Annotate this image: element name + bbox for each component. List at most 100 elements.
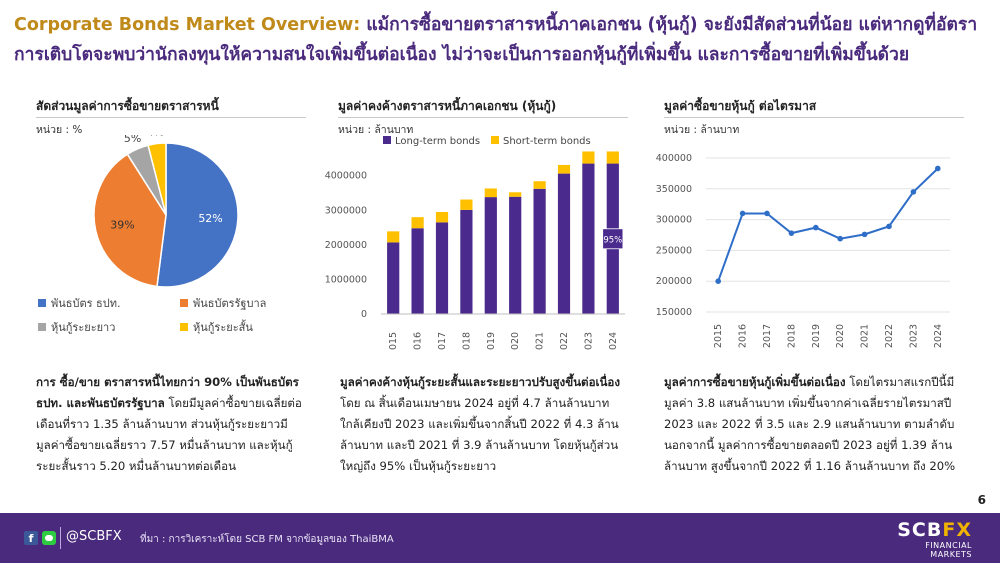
paragraph-trading-share: การ ซื้อ/ขาย ตราสารหนี้ไทยกว่า 90% เป็นพ…: [36, 372, 316, 477]
line-point-2018: [788, 230, 795, 236]
bar-heading-rule: [338, 117, 628, 118]
line-heading-rule: [664, 117, 964, 118]
line-point-2020: [837, 235, 843, 242]
line-x-label-2018: 2018: [786, 324, 797, 348]
logo-fx: FX: [942, 519, 972, 541]
line-x-label-2024: 2024: [933, 324, 944, 348]
line-x-label-2020: 2020: [835, 324, 846, 348]
bar-y-tick-2: 2000000: [325, 240, 367, 251]
bar-short-2024: [606, 151, 619, 164]
pie-slice-label-4: 4%: [147, 135, 164, 139]
line-series: [717, 167, 939, 282]
bar-y-tick-0: 0: [361, 309, 367, 320]
bar-short-2015: [387, 231, 400, 243]
bar-long-2016: [411, 228, 424, 314]
line-y-tick-4: 350000: [656, 184, 692, 195]
bar-x-label-2022: 2022: [559, 332, 570, 350]
pie-legend-swatch-3: [38, 323, 46, 331]
logo-scb: SCB: [897, 519, 943, 541]
line-point-2015: [715, 278, 721, 284]
bar-legend-swatch-2: [491, 136, 499, 144]
bar-long-2022: [557, 173, 571, 314]
logo-sub-1: FINANCIAL: [925, 541, 972, 550]
facebook-icon[interactable]: f: [24, 531, 38, 545]
pie-slice-4: [147, 142, 167, 216]
line-x-label-2021: 2021: [860, 324, 871, 348]
pie-legend-label-1: พันธบัตร ธปท.: [51, 297, 120, 310]
line-y-tick-2: 250000: [656, 245, 692, 256]
paragraph-trading-share-lead: การ ซื้อ/ขาย ตราสารหนี้ไทยกว่า 90% เป็นพ…: [36, 375, 299, 410]
bar-x-label-2024: 2024: [608, 332, 619, 350]
bar-long-2017: [435, 222, 449, 314]
paragraph-outstanding-body: โดย ณ สิ้นเดือนเมษายน 2024 อยู่ที่ 4.7 ล…: [340, 396, 619, 473]
pie-slice-label-3: 5%: [124, 135, 141, 145]
bar-annotation-box: [602, 228, 624, 250]
line-y-tick-1: 200000: [656, 276, 692, 287]
pie-legend-label-2: พันธบัตรรัฐบาล: [193, 297, 266, 310]
paragraph-trading-value-lead: มูลค่าการซื้อขายหุ้นกู้เพิ่มขึ้นต่อเนื่อ…: [664, 375, 846, 389]
pie-legend-swatch-2: [180, 299, 188, 307]
line-point-2024: [935, 165, 941, 172]
bar-long-2020: [509, 196, 522, 314]
bar-y-tick-1: 1000000: [325, 274, 367, 285]
bar-short-2023: [582, 151, 595, 164]
paragraph-trading-value: มูลค่าการซื้อขายหุ้นกู้เพิ่มขึ้นต่อเนื่อ…: [664, 372, 960, 477]
title-thai: แม้การซื้อขายตราสารหนี้ภาคเอกชน (หุ้นกู้…: [14, 15, 978, 65]
bar-short-2017: [435, 211, 449, 223]
line-app-icon[interactable]: [42, 531, 56, 545]
bar-long-2019: [484, 197, 497, 314]
line-unit: หน่วย : ล้านบาท: [664, 124, 740, 136]
paragraph-trading-value-body: โดยไตรมาสแรกปีนี้มีมูลค่า 3.8 แสนล้านบาท…: [664, 375, 956, 473]
line-x-label-2016: 2016: [738, 324, 749, 348]
bar-heading: มูลค่าคงค้างตราสารหนี้ภาคเอกชน (หุ้นกู้): [338, 99, 557, 113]
line-y-tick-5: 400000: [656, 153, 692, 164]
page-title: Corporate Bonds Market Overview: แม้การซ…: [14, 10, 989, 70]
pie-legend-label-4: หุ้นกู้ระยะสั้น: [193, 319, 253, 334]
pie-legend-swatch-4: [180, 323, 188, 331]
footer-bar: f @SCBFX ที่มา : การวิเคราะห์โดย SCB FM …: [0, 513, 1000, 563]
bar-legend-label-1: Long-term bonds: [395, 136, 480, 147]
line-point-2019: [813, 224, 819, 231]
pie-legend-label-3: หุ้นกู้ระยะยาว: [51, 321, 115, 334]
line-heading: มูลค่าซื้อขายหุ้นกู้ ต่อไตรมาส: [664, 99, 817, 113]
line-point-2022: [886, 223, 892, 230]
bar-short-2020: [509, 192, 522, 197]
pie-chart: 52% 39% 5% 4% พันธบัตร ธปท. พันธบัตรรัฐบาลหุ้…: [38, 135, 266, 334]
line-point-2021: [861, 231, 868, 238]
bar-short-2019: [484, 188, 497, 198]
pie-slice-label-1: 52%: [198, 212, 222, 225]
pie-unit: หน่วย : %: [36, 124, 83, 136]
bar-long-2015: [387, 242, 400, 314]
line-x-label-2022: 2022: [884, 324, 895, 348]
bar-x-label-2017: 2017: [437, 332, 448, 350]
bar-x-label-2020: 2020: [510, 332, 521, 350]
bar-x-label-2019: 2019: [486, 332, 497, 350]
line-point-2016: [739, 210, 746, 217]
bar-legend-label-2: Short-term bonds: [503, 136, 591, 147]
social-handle[interactable]: @SCBFX: [66, 529, 122, 544]
bar-short-2016: [411, 217, 424, 229]
bar-legend-swatch-1: [383, 136, 391, 144]
line-point-2023: [910, 189, 917, 195]
bar-annotation-label: 95%: [603, 235, 622, 245]
pie-legend-swatch-1: [38, 299, 46, 307]
bar-long-2018: [460, 209, 473, 314]
bar-x-label-2016: 2016: [413, 332, 424, 350]
line-y-tick-3: 300000: [656, 215, 692, 226]
line-x-label-2023: 2023: [908, 324, 919, 348]
bar-short-2018: [460, 199, 473, 210]
paragraph-trading-share-body: โดยมีมูลค่าซื้อขายเฉลี่ยต่อเดือนที่ราว 1…: [36, 396, 302, 473]
line-x-label-2019: 2019: [811, 324, 822, 348]
line-y-tick-0: 150000: [656, 307, 692, 318]
paragraph-outstanding: มูลค่าคงค้างหุ้นกู้ระยะสั้นและระยะยาวปรั…: [340, 372, 630, 477]
bar-x-label-2018: 2018: [461, 332, 472, 350]
bar-long-2021: [533, 188, 546, 314]
bar-x-label-2023: 2023: [583, 332, 594, 350]
bar-chart: Long-term bonds Short-term bonds 0 1000000 2…: [325, 136, 625, 350]
line-x-label-2015: 2015: [713, 324, 724, 348]
bar-y-tick-3: 3000000: [325, 205, 367, 216]
scbfx-logo: SCBFX FINANCIAL MARKETS: [897, 519, 972, 559]
bar-x-label-2015: 2015: [388, 332, 399, 350]
logo-sub-2: MARKETS: [930, 550, 972, 559]
footer-divider: [60, 527, 61, 549]
